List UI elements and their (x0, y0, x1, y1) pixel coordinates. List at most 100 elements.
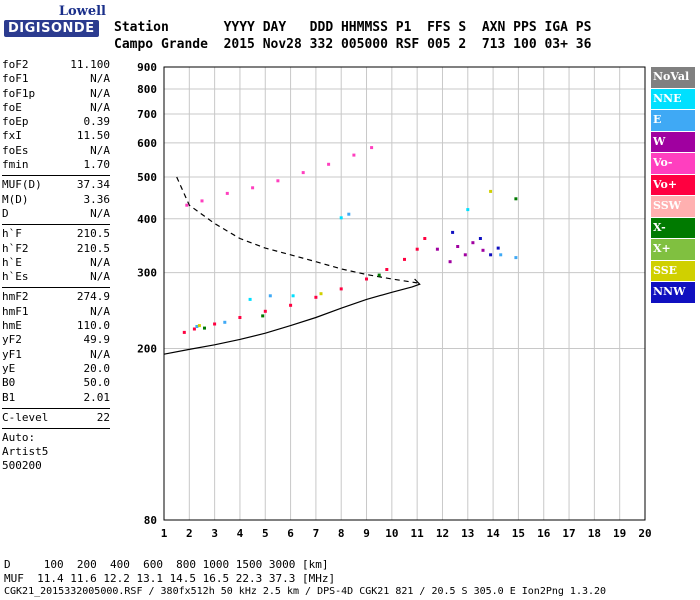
param-row: hmE 110.0 (2, 319, 110, 333)
param-name: foEs (2, 143, 29, 157)
legend-item: NNW (651, 282, 695, 304)
y-tick-label: 500 (137, 171, 157, 184)
x-tick-label: 10 (385, 527, 398, 540)
echo-point (451, 230, 455, 234)
params-profile: hmF2 274.9 hmF1 N/A hmE 110.0 yF2 49.9 yF1 N/A yE 2… (2, 290, 110, 404)
echo-point (435, 247, 439, 251)
echo-point (339, 287, 343, 291)
param-row: fxI 11.50 (2, 129, 110, 143)
param-name: foF2 (2, 58, 29, 71)
param-value: N/A (90, 270, 110, 284)
param-row: foF1p N/A (2, 87, 110, 101)
echo-point (197, 324, 201, 328)
param-name: h`F2 (2, 241, 29, 255)
param-row: h`Es N/A (2, 270, 110, 284)
echo-point (319, 292, 323, 296)
legend-item: X- (651, 217, 695, 239)
echo-point (370, 146, 374, 150)
echo-point (403, 257, 406, 261)
echo-point (385, 268, 389, 271)
header-row-values: Campo Grande 2015 Nov28 332 005000 RSF 0… (114, 37, 592, 52)
x-tick-label: 3 (211, 527, 218, 540)
param-name: yF2 (2, 333, 22, 347)
echo-point (182, 330, 186, 334)
echo-point (377, 273, 381, 277)
header-row-labels: Station YYYY DAY DDD HHMMSS P1 FFS S AXN… (114, 20, 592, 35)
x-tick-label: 20 (638, 527, 651, 540)
y-tick-label: 800 (137, 83, 157, 96)
param-value: N/A (90, 100, 110, 114)
echo-point (192, 327, 196, 331)
echo-point (263, 309, 267, 313)
param-value: 20.0 (83, 361, 111, 375)
params-confidence: C-level 22 (2, 411, 110, 425)
y-tick-label: 900 (137, 61, 157, 74)
echo-point (225, 191, 229, 195)
logo-text-digisonde: DIGISONDE (4, 20, 99, 37)
param-name: M(D) (2, 192, 29, 206)
dashed-profile-curve (176, 176, 418, 284)
param-value: N/A (90, 72, 110, 86)
params-virtual-heights: h`F 210.5 h`F2 210.5 h`E N/A h`Es N/A (2, 227, 110, 284)
echo-point (514, 197, 518, 201)
divider (2, 224, 110, 226)
y-tick-label: 300 (137, 267, 157, 280)
param-name: fxI (2, 129, 22, 143)
echo-point (248, 297, 252, 301)
echo-point (268, 294, 272, 298)
param-row: B0 50.0 (2, 376, 110, 390)
param-row: foE N/A (2, 101, 110, 115)
param-value: 110.0 (76, 319, 110, 333)
echo-point (251, 186, 255, 190)
x-tick-label: 8 (338, 527, 345, 540)
param-value: 50.0 (83, 376, 111, 390)
echo-point (514, 256, 518, 260)
echo-point (213, 322, 217, 326)
echo-point (471, 241, 475, 245)
param-value: 2.01 (83, 390, 111, 404)
echo-point (347, 212, 351, 216)
x-tick-label: 11 (411, 527, 425, 540)
footer-distance-row: D 100 200 400 600 800 1000 1500 3000 [km… (4, 558, 329, 571)
y-tick-label: 80 (144, 514, 157, 527)
echo-point (466, 208, 470, 212)
divider (2, 407, 110, 409)
echo-point (200, 199, 204, 203)
param-row: MUF(D) 37.34 (2, 178, 110, 192)
echo-point (463, 253, 467, 257)
param-name: foF1 (2, 72, 29, 86)
param-value: 210.5 (76, 241, 110, 255)
param-name: h`F (2, 227, 22, 241)
solid-profile-curve (163, 278, 421, 355)
echo-point (339, 216, 343, 220)
x-tick-label: 1 (161, 527, 168, 540)
x-tick-label: 4 (237, 527, 244, 540)
y-tick-label: 700 (137, 108, 157, 121)
param-name: h`E (2, 255, 22, 269)
legend-item: Vo- (651, 153, 695, 175)
legend-item: SSW (651, 196, 695, 218)
echo-point (481, 248, 485, 252)
param-row: h`E N/A (2, 256, 110, 270)
y-tick-label: 600 (137, 137, 157, 150)
echo-point (185, 203, 189, 207)
param-name: hmE (2, 319, 22, 333)
legend-item: NoVal (651, 67, 695, 89)
legend-item: W (651, 131, 695, 153)
footer-muf-row: MUF 11.4 11.6 12.2 13.1 14.5 16.5 22.3 3… (4, 572, 336, 585)
param-value: N/A (90, 347, 110, 361)
param-value: 210.5 (76, 227, 110, 241)
lowell-digisonde-logo: Lowell DIGISONDE (2, 4, 112, 50)
legend-item: X+ (651, 239, 695, 261)
echo-point (301, 171, 305, 175)
param-row: foEp 0.39 (2, 115, 110, 129)
echo-point (238, 316, 242, 319)
auto-program: Artist5 (2, 445, 49, 459)
x-tick-label: 7 (313, 527, 320, 540)
echo-point (489, 253, 493, 257)
param-name: fmin (2, 158, 29, 172)
echo-point (261, 314, 265, 318)
x-tick-label: 15 (512, 527, 525, 540)
echo-point (195, 325, 199, 328)
echo-point (352, 153, 356, 157)
